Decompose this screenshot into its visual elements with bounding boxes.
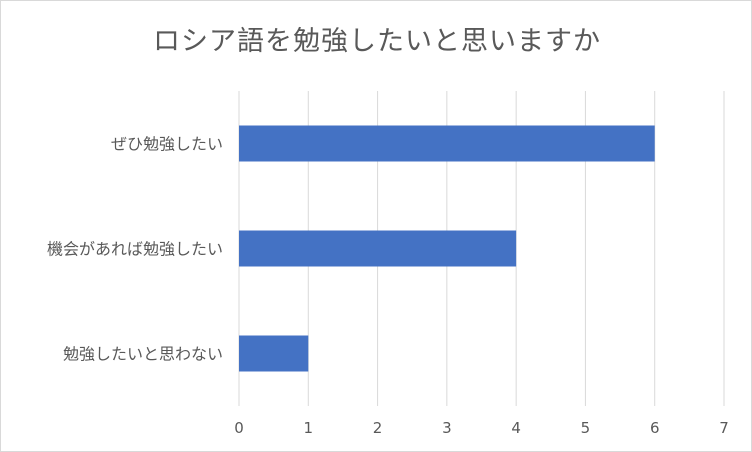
bar-1 (239, 230, 517, 267)
y-category-label: ぜひ勉強したい (111, 135, 223, 154)
x-tick-label: 0 (234, 419, 244, 437)
x-tick-label: 2 (373, 419, 383, 437)
bar-2 (239, 335, 309, 372)
bar-0 (239, 125, 655, 162)
x-tick-label: 4 (511, 419, 521, 437)
chart-title: ロシア語を勉強したいと思いますか (153, 26, 601, 57)
x-tick-label: 1 (304, 419, 314, 437)
y-category-label: 勉強したいと思わない (63, 345, 223, 364)
y-category-label: 機会があれば勉強したい (47, 240, 223, 259)
x-tick-label: 3 (442, 419, 452, 437)
x-tick-label: 6 (650, 419, 660, 437)
x-tick-label: 7 (719, 419, 729, 437)
x-tick-label: 5 (581, 419, 591, 437)
